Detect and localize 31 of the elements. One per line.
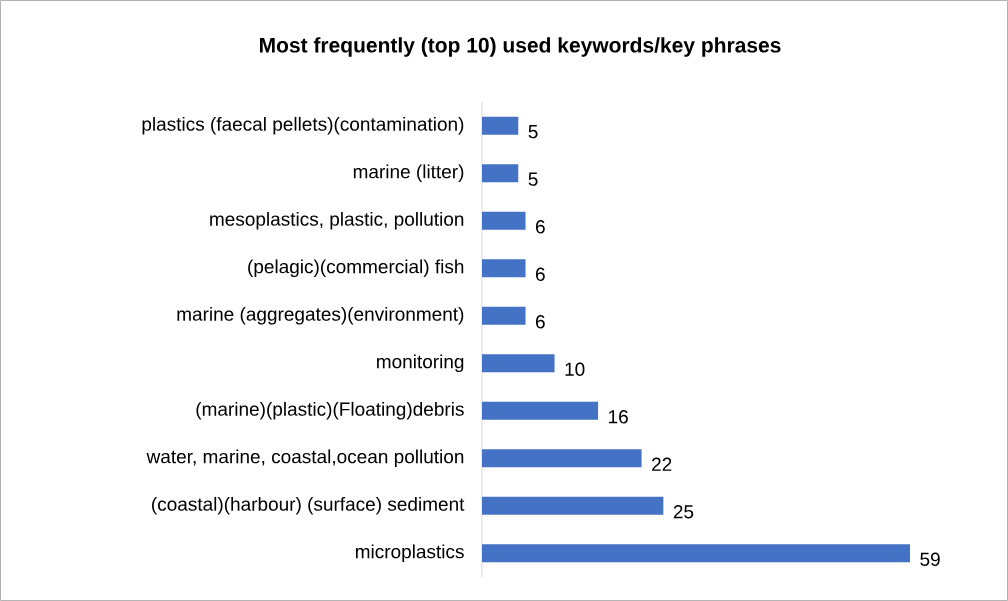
bar (482, 116, 519, 135)
y-tick-label: marine (aggregates)(environment) (177, 306, 464, 325)
data-label: 6 (536, 267, 545, 281)
bar (482, 259, 526, 278)
bar (482, 544, 910, 563)
data-label: 5 (528, 125, 538, 139)
bar (482, 449, 642, 468)
data-label: 6 (536, 315, 545, 329)
chart-title: Most frequently (top 10) used keywords/key phrases (260, 37, 781, 57)
bar (482, 211, 526, 230)
data-label: 16 (609, 410, 628, 424)
bar (482, 496, 664, 515)
data-label: 6 (536, 220, 545, 234)
y-tick-label: monitoring (377, 354, 464, 373)
y-tick-label: marine (litter) (353, 164, 464, 183)
bar (482, 164, 519, 183)
data-label: 59 (920, 552, 940, 566)
y-tick-label: (marine)(plastic)(Floating)debris (196, 401, 464, 420)
data-label: 22 (652, 457, 672, 471)
data-label: 10 (565, 362, 585, 376)
data-label: 25 (673, 505, 694, 519)
y-tick-label: microplastics (355, 544, 464, 563)
bar (482, 354, 555, 373)
y-tick-label: (pelagic)(commercial) fish (248, 259, 464, 278)
y-tick-label: plastics (faecal pellets)(contamination) (142, 116, 464, 135)
data-label: 5 (528, 172, 538, 186)
bar (482, 306, 526, 325)
bar (482, 401, 599, 420)
y-tick-label: mesoplastics, plastic, pollution (210, 211, 464, 230)
y-tick-label: (coastal)(harbour) (surface) sediment (152, 496, 465, 515)
y-tick-label: water, marine, coastal,ocean pollution (146, 449, 464, 468)
